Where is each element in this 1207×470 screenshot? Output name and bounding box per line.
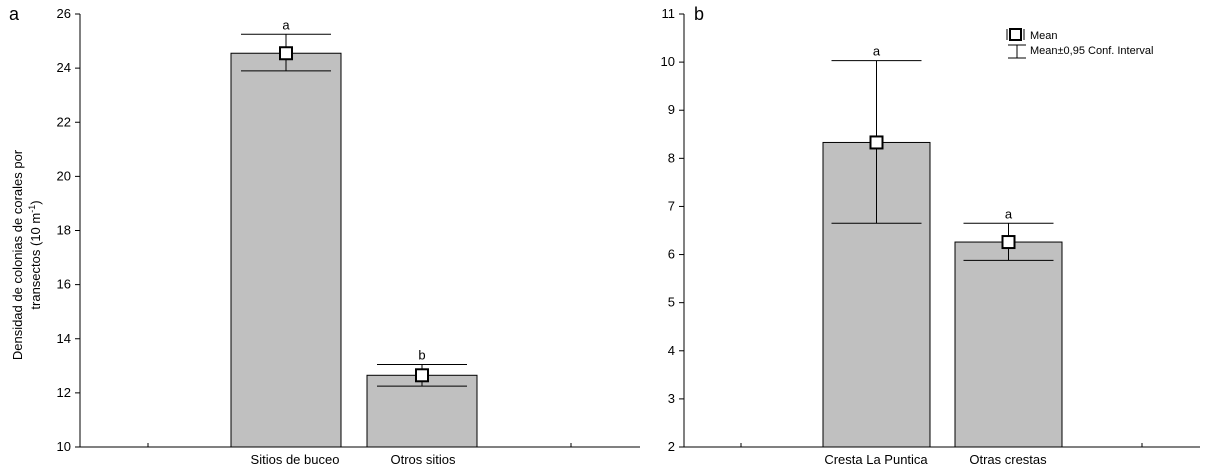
- pa-bar-2: [366, 374, 478, 448]
- panel-b-category-1: Cresta La Puntica: [824, 452, 928, 467]
- panel-a-ylabel-line1: Densidad de colonias de corales por: [10, 149, 25, 360]
- legend-ci-label: Mean±0,95 Conf. Interval: [1030, 45, 1153, 57]
- pa-ytick-label-20: 20: [57, 168, 71, 183]
- panel-a-ylabel-2: transectos (10 m-1): [27, 200, 43, 309]
- pb-ytick-label-9: 9: [668, 102, 675, 117]
- pa-ytick-label-10: 10: [57, 439, 71, 454]
- panel-a-axes: [79, 14, 640, 448]
- pb-ytick-label-10: 10: [661, 54, 675, 69]
- panel-a-category-1: Sitios de buceo: [251, 452, 340, 467]
- legend-mean-label: Mean: [1030, 30, 1058, 42]
- pa-bar-1: [230, 52, 342, 448]
- pb-ytick-label-4: 4: [668, 343, 675, 358]
- panel-b-category-2: Otras crestas: [969, 452, 1047, 467]
- pa-ytick-label-26: 26: [57, 6, 71, 21]
- pb-bar-2: [954, 241, 1063, 448]
- legend: Mean Mean±0,95 Conf. Interval: [1006, 28, 1153, 59]
- panel-a-category-2: Otros sitios: [390, 452, 456, 467]
- pb-mean-marker-2: [1001, 235, 1016, 250]
- pb-significance-2: a: [1005, 206, 1013, 221]
- pa-ytick-label-18: 18: [57, 223, 71, 238]
- panel-b-letter: b: [694, 4, 704, 24]
- panel-a-y-ticks: 10 12 14 16 18 20 22 24 26: [57, 6, 80, 454]
- pb-ytick-label-11: 11: [662, 6, 676, 21]
- pb-mean-marker-1: [869, 135, 884, 150]
- pb-ytick-label-6: 6: [668, 247, 675, 262]
- panel-a-letter: a: [9, 4, 20, 24]
- panel-a-bars: ab: [230, 17, 478, 448]
- panel-a-ylabel-sup: -1: [27, 205, 37, 213]
- pb-ytick-label-2: 2: [668, 439, 675, 454]
- pa-mean-marker-1: [279, 46, 293, 61]
- pa-ytick-label-14: 14: [57, 331, 71, 346]
- pb-ytick-label-7: 7: [668, 198, 675, 213]
- panel-a: a Densidad de colonias de corales por tr…: [9, 4, 640, 467]
- panel-b-axes: [683, 14, 1200, 448]
- pa-mean-marker-2: [415, 368, 429, 383]
- pb-ytick-label-5: 5: [668, 295, 675, 310]
- panel-a-ylabel-close: ): [28, 200, 43, 204]
- pa-ytick-label-22: 22: [57, 114, 71, 129]
- panel-b-bars: aa: [822, 44, 1063, 448]
- panel-a-ylabel-line2: transectos (10 m: [28, 213, 43, 310]
- panel-a-ylabel: Densidad de colonias de corales por: [10, 149, 25, 360]
- pb-ytick-label-8: 8: [668, 150, 675, 165]
- panel-b-y-ticks: 2 3 4 5 6 7 8 9 10 11: [661, 6, 684, 454]
- pa-ytick-label-24: 24: [57, 60, 71, 75]
- pa-ytick-label-16: 16: [57, 277, 71, 292]
- legend-mean-marker: [1009, 28, 1022, 41]
- pa-ytick-label-12: 12: [57, 385, 71, 400]
- pb-ytick-label-3: 3: [668, 391, 675, 406]
- pa-significance-2: b: [418, 347, 425, 362]
- pa-significance-1: a: [282, 17, 290, 32]
- pb-significance-1: a: [873, 44, 881, 59]
